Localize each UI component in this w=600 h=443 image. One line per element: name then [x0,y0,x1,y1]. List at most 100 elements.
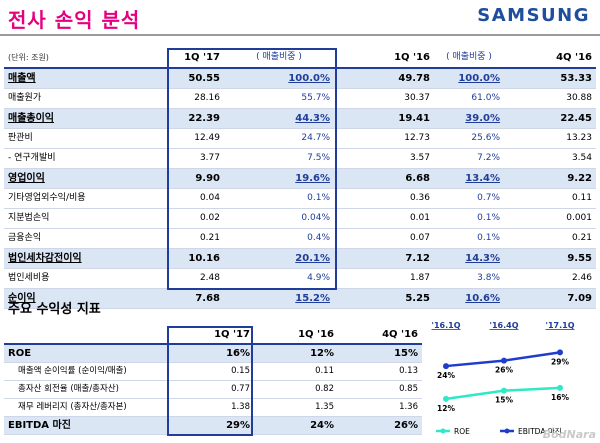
ratio-1q16: 12% [254,344,338,363]
data-point [501,387,507,394]
value-4q16: 2.46 [524,268,596,289]
row-label: 법인세차감전이익 [4,248,164,269]
value-1q17: 50.55 [164,68,224,89]
share-1q16: 0.7% [434,188,504,209]
legend-marker [504,428,510,434]
value-4q16: 30.88 [524,88,596,109]
share-1q17: 100.0% [224,68,334,89]
data-label: 24% [437,371,455,380]
value-4q16: 13.23 [524,128,596,149]
col-gap [334,148,364,169]
table-header-row: (단위: 조원) 1Q '17 ( 매출비중 ) 1Q '16 ( 매출비중 )… [4,48,596,69]
value-1q16: 5.25 [364,288,434,309]
share-1q17: 0.1% [224,188,334,209]
share-1q17: 44.3% [224,108,334,129]
col-gap [334,208,364,229]
ratio-1q16: 0.11 [254,362,338,381]
value-4q16: 3.54 [524,148,596,169]
col-gap [504,228,524,249]
data-label: 29% [551,357,569,366]
table-row: 순이익 7.68 15.2% 5.25 10.6% 7.09 [4,288,596,309]
col-gap [504,188,524,209]
value-1q16: 30.37 [364,88,434,109]
income-statement-table: (단위: 조원) 1Q '17 ( 매출비중 ) 1Q '16 ( 매출비중 )… [4,48,596,309]
ratio-label: EBITDA 마진 [4,416,164,435]
col-header-share-1: ( 매출비중 ) [224,48,334,69]
value-1q17: 10.16 [164,248,224,269]
samsung-logo: SAMSUNG [477,5,590,26]
col-header-1q16: 1Q '16 [254,326,338,345]
ratio-4q16: 1.36 [338,398,422,417]
share-1q16: 10.6% [434,288,504,309]
value-4q16: 0.11 [524,188,596,209]
col-gap [504,88,524,109]
ratio-1q16: 24% [254,416,338,435]
value-1q17: 0.04 [164,188,224,209]
table-row: 매출총이익 22.39 44.3% 19.41 39.0% 22.45 [4,108,596,129]
table-row: 매출원가 28.16 55.7% 30.37 61.0% 30.88 [4,88,596,109]
share-1q16: 0.1% [434,208,504,229]
value-1q16: 0.01 [364,208,434,229]
value-1q17: 3.77 [164,148,224,169]
value-1q16: 7.12 [364,248,434,269]
ratio-1q16: 1.35 [254,398,338,417]
legend-label-roe: ROE [454,427,470,436]
col-gap [334,228,364,249]
share-1q16: 39.0% [434,108,504,129]
data-point [557,384,563,391]
ratio-1q17: 0.15 [164,362,254,381]
value-4q16: 0.001 [524,208,596,229]
share-1q16: 7.2% [434,148,504,169]
share-1q17: 55.7% [224,88,334,109]
share-1q16: 0.1% [434,228,504,249]
col-gap [334,48,364,69]
col-gap [334,128,364,149]
row-label: 순이익 [4,288,164,309]
ratio-label: 총자산 회전율 (매출/총자산) [4,380,164,399]
unit-label: (단위: 조원) [4,48,164,69]
col-gap [504,208,524,229]
col-gap [334,108,364,129]
value-4q16: 9.22 [524,168,596,189]
table-row: 금융손익 0.21 0.4% 0.07 0.1% 0.21 [4,228,596,249]
share-1q16: 14.3% [434,248,504,269]
value-4q16: 9.55 [524,248,596,269]
table-row: 지분법손익 0.02 0.04% 0.01 0.1% 0.001 [4,208,596,229]
col-gap [504,108,524,129]
table-row: 영업이익 9.90 19.6% 6.68 13.4% 9.22 [4,168,596,189]
value-1q16: 12.73 [364,128,434,149]
col-gap [504,128,524,149]
x-tick-label: '16.4Q [490,321,519,330]
ratio-label: ROE [4,344,164,363]
col-header-share-2: ( 매출비중 ) [434,48,504,69]
value-4q16: 0.21 [524,228,596,249]
share-1q17: 24.7% [224,128,334,149]
table-row: EBITDA 마진 29% 24% 26% [4,416,422,435]
data-point [443,363,449,370]
col-header-4q16: 4Q '16 [338,326,422,345]
legend-label-ebitda: EBITDA 마진 [518,426,562,436]
value-1q17: 22.39 [164,108,224,129]
col-gap [504,168,524,189]
page-title: 전사 손익 분석 [8,8,141,32]
share-1q17: 4.9% [224,268,334,289]
col-header-1q16: 1Q '16 [364,48,434,69]
watermark: BodNara [542,428,596,441]
row-label: 매출원가 [4,88,164,109]
value-1q17: 9.90 [164,168,224,189]
value-1q17: 12.49 [164,128,224,149]
value-4q16: 7.09 [524,288,596,309]
col-gap [334,168,364,189]
share-1q17: 19.6% [224,168,334,189]
value-4q16: 22.45 [524,108,596,129]
row-label: 금융손익 [4,228,164,249]
x-tick-label: '17.1Q [546,321,575,330]
value-1q17: 28.16 [164,88,224,109]
data-point [443,395,449,402]
data-label: 15% [495,396,513,405]
value-1q16: 0.07 [364,228,434,249]
table-row: 매출액 순이익률 (순이익/매출) 0.15 0.11 0.13 [4,362,422,381]
row-label: 기타영업외수익/비용 [4,188,164,209]
col-gap [334,88,364,109]
value-1q17: 0.02 [164,208,224,229]
